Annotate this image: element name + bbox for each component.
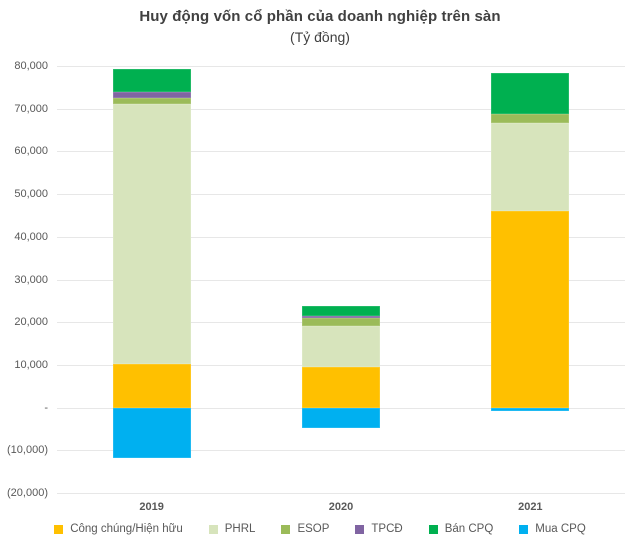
gridline xyxy=(57,450,625,452)
legend-swatch xyxy=(428,524,438,534)
y-tick-label: 40,000 xyxy=(14,230,48,243)
bar-segment-2019 xyxy=(112,104,191,364)
bar-segment-2020 xyxy=(302,316,380,319)
gridline xyxy=(57,108,625,110)
legend-item: PHRL xyxy=(208,523,256,535)
legend-swatch xyxy=(54,524,64,534)
legend-swatch xyxy=(355,524,365,534)
y-tick-label: 80,000 xyxy=(14,60,48,72)
y-tick-label: 20,000 xyxy=(14,316,48,329)
bar-segment-2020 xyxy=(302,306,380,317)
legend-label: ESOP xyxy=(297,523,330,535)
legend-item: Mua CPQ xyxy=(519,523,586,535)
gridline xyxy=(57,493,625,494)
gridline xyxy=(57,236,625,238)
legend-swatch xyxy=(281,524,291,534)
legend-label: Công chúng/Hiện hữu xyxy=(70,523,183,535)
bar-segment-2021 xyxy=(491,113,570,123)
y-tick-label: 30,000 xyxy=(14,273,48,286)
bar-segment-2020 xyxy=(302,407,380,428)
legend-label: TPCĐ xyxy=(371,523,403,535)
chart-subtitle: (Tỷ đồng) xyxy=(290,29,350,45)
gridline xyxy=(57,279,625,281)
x-tick-label: 2019 xyxy=(139,501,164,513)
legend-label: Mua CPQ xyxy=(535,523,586,535)
legend-swatch xyxy=(519,524,529,534)
bar-segment-2020 xyxy=(302,367,380,408)
bar-segment-2021 xyxy=(491,122,570,211)
y-tick-label: 60,000 xyxy=(14,145,48,158)
legend-item: TPCĐ xyxy=(355,523,403,535)
bar-segment-2020 xyxy=(302,318,380,327)
legend: Công chúng/Hiện hữu PHRL ESOP TPCĐ Bán CPQ Mu… xyxy=(0,523,640,535)
legend-label: PHRL xyxy=(224,523,256,535)
bar-segment-2021 xyxy=(491,210,570,408)
bar-segment-2019 xyxy=(112,407,191,459)
legend-swatch xyxy=(208,524,218,534)
bar-segment-2021 xyxy=(491,72,570,114)
bar-segment-2020 xyxy=(302,326,380,368)
bar-segment-2021 xyxy=(491,407,570,411)
x-tick-label: 2021 xyxy=(518,501,543,513)
y-tick-label: 10,000 xyxy=(14,358,48,371)
bar-segment-2019 xyxy=(112,69,191,92)
gridline xyxy=(57,66,625,67)
bar-segment-2019 xyxy=(112,363,191,408)
bar-segment-2019 xyxy=(112,91,191,98)
chart-title: Huy động vốn cổ phần của doanh nghiệp tr… xyxy=(139,8,501,25)
legend-label: Bán CPQ xyxy=(444,523,494,535)
gridline xyxy=(57,194,625,196)
plot-area xyxy=(57,66,625,494)
y-tick-label: (20,000) xyxy=(7,487,48,499)
y-tick-label: - xyxy=(44,401,48,414)
gridline xyxy=(57,151,625,153)
y-tick-label: (10,000) xyxy=(7,444,48,457)
x-tick-label: 2020 xyxy=(328,501,354,513)
legend-item: Công chúng/Hiện hữu xyxy=(54,523,183,535)
y-tick-label: 50,000 xyxy=(14,188,48,201)
y-tick-label: 70,000 xyxy=(14,102,48,115)
bar-segment-2019 xyxy=(112,97,191,105)
legend-item: ESOP xyxy=(281,523,329,535)
legend-item: Bán CPQ xyxy=(428,523,494,535)
